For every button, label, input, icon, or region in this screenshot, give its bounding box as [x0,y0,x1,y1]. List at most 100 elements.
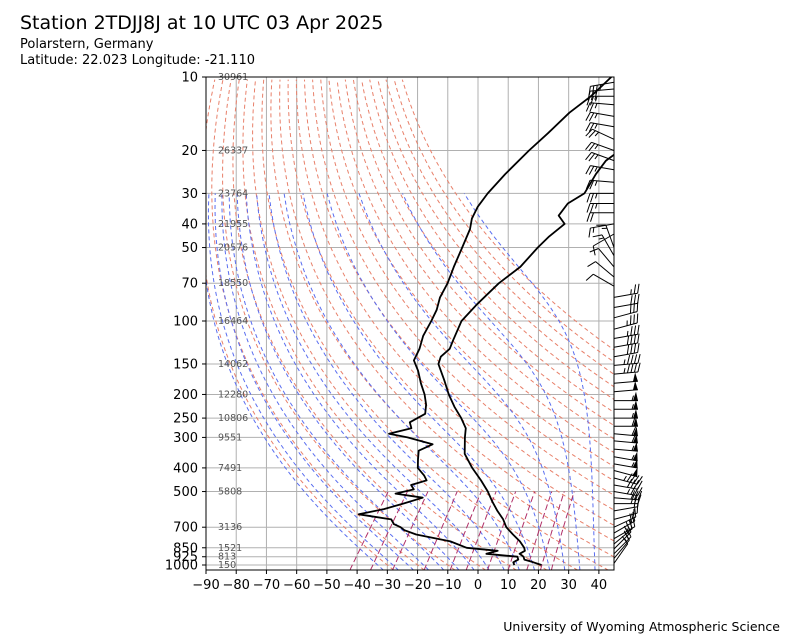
mixing-ratio-line [550,491,575,570]
dry-adiabat-line [279,79,614,558]
barb-shaft [590,122,615,128]
dry-adiabat-line [352,79,614,427]
barb-full [590,193,594,203]
barb-shaft [613,512,638,520]
barb-full [637,293,640,304]
wind-barb [613,485,643,497]
barb-shaft [601,234,615,256]
x-tick-label: 30 [560,578,577,593]
barb-full [586,203,591,213]
barb-full [586,212,591,222]
barb-half [631,412,634,419]
wind-barb [588,223,615,238]
mixing-ratio-line [423,491,458,570]
barb-half [594,180,598,186]
station-name: Polarstern, Germany [20,37,154,52]
barb-shaft [590,165,615,171]
y-tick-label: 70 [181,277,198,292]
barb-full [586,193,591,203]
wind-barb [585,151,615,162]
height-label: 813 [218,552,236,563]
moist-adiabat-line [283,193,520,570]
barb-half [631,445,635,451]
barb-full [629,315,632,325]
moist-adiabat-line [256,193,490,570]
y-tick-label: 40 [181,217,198,232]
x-tick-label: −10 [434,578,461,593]
barb-full [626,344,630,355]
barb-shaft [591,141,615,151]
mixing-ratio-line [507,491,536,570]
barb-half [626,488,631,495]
dry-adiabat-line [312,79,614,496]
barb-full [592,234,603,238]
barb-half [626,330,629,337]
wind-barb [613,426,638,437]
wind-barb [613,293,640,308]
moist-adiabat-line [207,193,399,570]
barb-shaft [613,477,638,485]
wind-barb [613,528,632,555]
barb-shaft [592,273,615,287]
plot-frame [205,76,615,571]
barb-full [626,478,633,488]
wind-barb [587,261,615,278]
barb-full [587,261,596,267]
barb-half [594,166,598,172]
moist-adiabat-line [302,193,536,570]
height-label: 16464 [218,316,248,327]
barb-half [623,538,628,543]
y-tick-label: 700 [173,521,198,536]
moist-adiabat-line [214,193,415,570]
dry-adiabat-line [287,79,614,542]
moist-adiabat-line [221,193,430,570]
wind-barb [613,451,638,462]
mixing-ratio-line [449,491,482,570]
barb-full [637,494,642,504]
dry-adiabat-line [206,79,395,570]
barb-half [633,508,635,515]
barb-full [585,165,591,175]
y-tick-label: 50 [181,241,198,256]
wind-barb [586,95,614,106]
barb-flag [632,442,638,452]
y-tick-label: 925 [173,550,198,565]
barb-full [637,283,640,294]
barb-full [636,476,643,485]
wind-barb [613,442,638,452]
barb-shaft [613,389,638,393]
barb-full [595,85,598,95]
barb-full [630,363,634,373]
mixing-ratio-line [526,491,553,570]
mixing-ratio-line [392,491,429,570]
barb-shaft [613,322,638,330]
x-tick-label: −30 [374,578,401,593]
barb-full [626,363,631,374]
moist-adiabat-line [245,193,475,570]
barb-shaft [613,516,636,528]
height-label: 20576 [218,243,248,254]
barb-shaft [613,470,638,478]
barb-full [588,123,595,132]
barb-shaft [613,371,638,375]
mixing-ratio-line [539,491,565,570]
barb-flag [633,400,638,410]
barb-full [585,141,592,151]
barb-full [588,166,595,175]
barb-shaft [613,333,638,339]
dry-adiabat-line [261,79,578,570]
barb-full [637,362,641,373]
barb-half [623,475,627,481]
height-label: 10806 [218,413,248,424]
barb-shaft [598,248,615,268]
barb-shaft [613,536,632,555]
barb-half [601,227,608,230]
barb-full [630,326,633,336]
height-label: 3136 [218,522,242,533]
x-tick-label: −20 [404,578,431,593]
wind-barb [586,203,614,213]
dry-adiabat-line [252,79,548,570]
barb-full [634,494,638,504]
barb-full [631,417,636,427]
